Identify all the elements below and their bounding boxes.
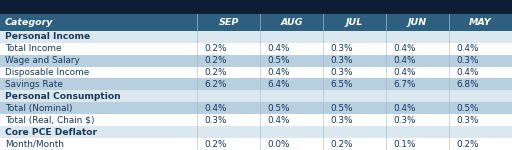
- Bar: [0, 90, 512, 102]
- Text: 0.4%: 0.4%: [394, 68, 416, 77]
- Text: Personal Consumption: Personal Consumption: [5, 92, 121, 101]
- Text: SEP: SEP: [219, 18, 239, 27]
- Bar: [0, 0, 512, 14]
- Text: 0.2%: 0.2%: [205, 44, 227, 53]
- Text: 6.8%: 6.8%: [457, 80, 479, 89]
- Text: Core PCE Deflator: Core PCE Deflator: [5, 128, 97, 137]
- Text: 6.2%: 6.2%: [205, 80, 227, 89]
- Bar: [0, 14, 512, 31]
- Text: Total (Nominal): Total (Nominal): [5, 104, 73, 113]
- Text: Category: Category: [5, 18, 54, 27]
- Bar: [0, 126, 512, 138]
- Text: 0.2%: 0.2%: [205, 140, 227, 148]
- Text: 0.2%: 0.2%: [331, 140, 353, 148]
- Text: Wage and Salary: Wage and Salary: [5, 56, 80, 65]
- Text: 0.4%: 0.4%: [205, 104, 227, 113]
- Text: Savings Rate: Savings Rate: [5, 80, 63, 89]
- Text: 6.7%: 6.7%: [394, 80, 416, 89]
- Text: 0.2%: 0.2%: [457, 140, 479, 148]
- Text: 0.3%: 0.3%: [331, 68, 353, 77]
- Text: Disposable Income: Disposable Income: [5, 68, 90, 77]
- Text: MAY: MAY: [469, 18, 492, 27]
- Bar: [0, 55, 512, 67]
- Text: 0.5%: 0.5%: [331, 104, 353, 113]
- Text: 0.3%: 0.3%: [394, 116, 416, 125]
- Text: Total Income: Total Income: [5, 44, 61, 53]
- Text: 6.4%: 6.4%: [268, 80, 290, 89]
- Text: 0.5%: 0.5%: [268, 104, 290, 113]
- Text: 6.5%: 6.5%: [331, 80, 353, 89]
- Text: 0.1%: 0.1%: [394, 140, 416, 148]
- Bar: [0, 66, 512, 78]
- Text: 0.4%: 0.4%: [457, 44, 479, 53]
- Bar: [0, 138, 512, 150]
- Text: Personal Income: Personal Income: [5, 32, 91, 41]
- Bar: [0, 114, 512, 126]
- Text: 0.0%: 0.0%: [268, 140, 290, 148]
- Text: 0.2%: 0.2%: [205, 56, 227, 65]
- Text: 0.3%: 0.3%: [331, 44, 353, 53]
- Text: Month/Month: Month/Month: [5, 140, 64, 148]
- Text: 0.3%: 0.3%: [205, 116, 227, 125]
- Text: 0.4%: 0.4%: [457, 68, 479, 77]
- Bar: [0, 31, 512, 43]
- Text: 0.4%: 0.4%: [268, 116, 290, 125]
- Text: 0.3%: 0.3%: [331, 56, 353, 65]
- Text: Total (Real, Chain $): Total (Real, Chain $): [5, 116, 95, 125]
- Text: 0.4%: 0.4%: [268, 68, 290, 77]
- Text: JUN: JUN: [408, 18, 427, 27]
- Text: 0.5%: 0.5%: [268, 56, 290, 65]
- Text: AUG: AUG: [281, 18, 303, 27]
- Text: 0.5%: 0.5%: [457, 104, 479, 113]
- Bar: [0, 78, 512, 90]
- Text: 0.4%: 0.4%: [394, 104, 416, 113]
- Text: 0.4%: 0.4%: [394, 44, 416, 53]
- Bar: [0, 43, 512, 55]
- Text: 0.3%: 0.3%: [457, 56, 479, 65]
- Text: JUL: JUL: [346, 18, 363, 27]
- Text: 0.3%: 0.3%: [457, 116, 479, 125]
- Text: 0.4%: 0.4%: [268, 44, 290, 53]
- Bar: [0, 102, 512, 114]
- Text: 0.2%: 0.2%: [205, 68, 227, 77]
- Text: 0.3%: 0.3%: [331, 116, 353, 125]
- Text: 0.4%: 0.4%: [394, 56, 416, 65]
